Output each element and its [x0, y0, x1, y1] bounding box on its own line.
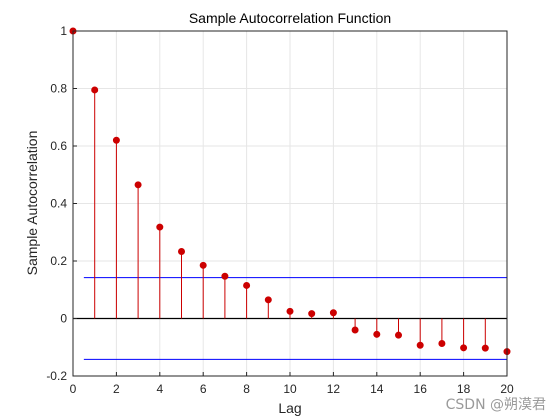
- x-tick-label: 10: [283, 382, 297, 396]
- stem-marker: [395, 331, 402, 339]
- stem-marker: [329, 309, 337, 317]
- x-tick-labels: 0 2 4 6 8 10 12 14 16 18 20: [70, 372, 514, 396]
- stem-marker: [308, 310, 316, 318]
- y-tick-label: 0.4: [50, 197, 67, 211]
- y-tick-label: 0.6: [50, 139, 67, 153]
- x-tick-label: 12: [327, 382, 341, 396]
- stem-marker: [112, 136, 120, 144]
- x-tick-label: 6: [200, 382, 207, 396]
- stem-marker: [438, 340, 446, 348]
- y-tick-label: 0: [60, 312, 67, 326]
- x-tick-label: 0: [70, 382, 77, 396]
- stem-marker: [416, 341, 424, 349]
- stem-marker: [178, 248, 185, 256]
- stem-marker: [243, 281, 251, 289]
- x-tick-label: 2: [113, 382, 120, 396]
- stem-marker: [460, 344, 468, 352]
- x-tick-label: 16: [414, 382, 428, 396]
- stem-marker: [286, 307, 294, 315]
- y-tick-label: 1: [60, 24, 67, 38]
- stem-marker: [134, 181, 142, 189]
- stem-marker: [264, 296, 272, 304]
- watermark-text: CSDN @朔漠君: [445, 397, 546, 413]
- stem-marker: [221, 272, 229, 280]
- x-tick-label: 14: [370, 382, 384, 396]
- y-tick-label: 0.8: [50, 82, 67, 96]
- stem-marker: [156, 223, 164, 231]
- stem-marker: [351, 326, 359, 334]
- x-tick-label: 8: [243, 382, 250, 396]
- stem-marker: [373, 330, 381, 338]
- y-tick-label: -0.2: [46, 369, 67, 383]
- x-tick-label: 18: [457, 382, 471, 396]
- y-axis-label: Sample Autocorrelation: [24, 131, 40, 276]
- y-tick-labels: -0.2 0 0.2 0.4 0.6 0.8 1: [46, 24, 77, 383]
- stem-marker: [481, 344, 489, 352]
- x-axis-label: Lag: [278, 400, 301, 416]
- x-tick-label: 4: [156, 382, 163, 396]
- x-tick-label: 20: [500, 382, 514, 396]
- stem-marker: [199, 261, 207, 269]
- chart-title: Sample Autocorrelation Function: [189, 10, 391, 26]
- stem-marker: [91, 86, 99, 94]
- y-tick-label: 0.2: [50, 254, 67, 268]
